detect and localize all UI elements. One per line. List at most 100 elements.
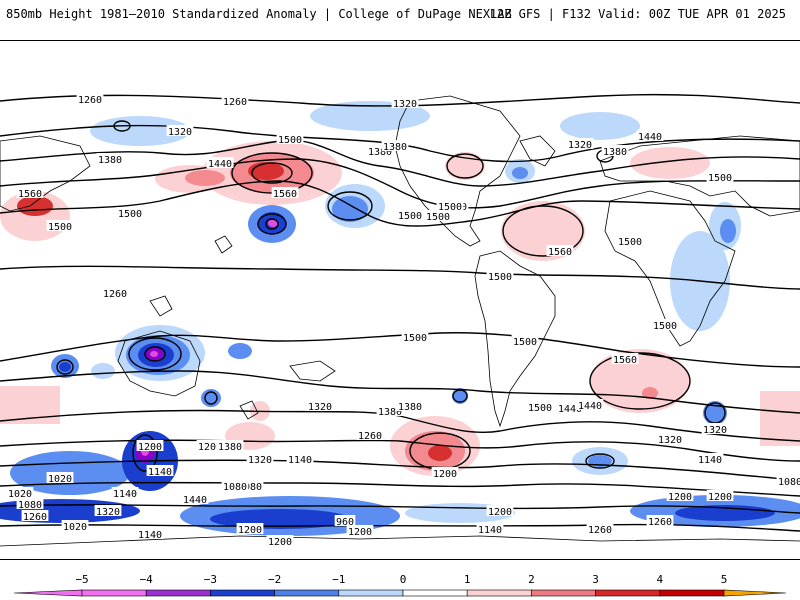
contour-label-bg <box>396 209 424 220</box>
contour-label-bg <box>706 490 734 501</box>
contour-label: 1500 <box>618 237 642 248</box>
contour-label: 1500 <box>118 209 142 220</box>
neg-anomaly-area <box>201 389 221 407</box>
contour-label-bg <box>391 97 419 108</box>
colorbar-tick-label: 5 <box>721 573 728 586</box>
contour-label-bg <box>276 133 304 144</box>
contour-label-bg <box>16 498 44 509</box>
contour-label-bg <box>376 405 404 416</box>
contour-label-bg <box>46 220 74 231</box>
contour-label-bg <box>701 423 729 434</box>
contour-label-bg <box>396 400 424 411</box>
colorbar-cell <box>13 589 83 597</box>
contour-label-bg <box>651 319 679 330</box>
contour-label-bg <box>706 171 734 182</box>
contour-label: 1320 <box>96 507 120 518</box>
neg-anomaly-area <box>588 455 612 467</box>
colorbar-cell <box>466 589 532 597</box>
contour-label-bg <box>776 475 800 486</box>
neg-anomaly-area <box>560 112 640 140</box>
contour-label-bg <box>116 207 144 218</box>
contour-label-bg <box>356 429 384 440</box>
contour-label: 1320 <box>308 402 332 413</box>
contour-label: 1320 <box>393 99 417 110</box>
contour-label-bg <box>366 145 394 156</box>
contour-label: 1020 <box>63 522 87 533</box>
contour-label: 1380 <box>368 147 392 158</box>
anomaly-map: 1260 1260 1320 1380 1320 1380 1440 1500 1560 1500… <box>0 93 800 548</box>
contour-label-bg <box>601 145 629 156</box>
contour-label: 1260 <box>103 289 127 300</box>
neg-anomaly-core <box>150 351 158 357</box>
contour-label-bg <box>346 525 374 536</box>
contour-label: 1260 <box>78 95 102 106</box>
contour-label-bg <box>546 245 574 256</box>
contour-label-bg <box>486 270 514 281</box>
contour-label-bg <box>424 210 452 221</box>
contour-label: 1500 <box>398 211 422 222</box>
contour-label: 1500 <box>438 202 462 213</box>
contour-label: 1020 <box>48 474 72 485</box>
contour-label: 1200 <box>138 442 162 453</box>
colorbar-tick-label: −5 <box>75 573 88 586</box>
contour-label: 960 <box>336 517 354 528</box>
contour-label-bg <box>21 510 49 521</box>
pos-anomaly-core <box>428 445 452 461</box>
contour-label: 1260 <box>648 517 672 528</box>
contour-label: 1200 <box>238 525 262 536</box>
contour-label-bg <box>46 472 74 483</box>
contour-label-bg <box>381 140 409 151</box>
contour-label: 1560 <box>548 247 572 258</box>
contour-label: 1500 <box>513 337 537 348</box>
contour-label: 1380 <box>98 155 122 166</box>
contour-label: 1320 <box>658 435 682 446</box>
contour-label-bg <box>306 400 334 411</box>
contour-label: 1200 <box>668 492 692 503</box>
colorbar-cell <box>274 589 340 597</box>
contour-label-bg <box>266 535 294 546</box>
contour-label-bg <box>111 487 139 498</box>
contour-label: 1440 <box>578 401 602 412</box>
map-title: 850mb Height 1981–2010 Standardized Anom… <box>6 7 512 21</box>
contour-label: 1320 <box>703 425 727 436</box>
contour-label-bg <box>646 515 674 526</box>
contour-label-bg <box>334 515 356 526</box>
contour-label: 1080 <box>778 477 800 488</box>
contour-label: 1440 <box>558 404 582 415</box>
contour-labels: 1260 1260 1320 1380 1320 1380 1440 1500 1560 1500… <box>6 93 800 548</box>
contour-label: 1500 <box>48 222 72 233</box>
neg-anomaly-area <box>228 343 252 359</box>
pos-anomaly-area <box>630 147 710 179</box>
colorbar-cell <box>210 589 275 597</box>
contour-label-bg <box>136 528 164 539</box>
pos-anomaly-area <box>185 170 225 186</box>
contour-label: 1500 <box>426 212 450 223</box>
contour-label-bg <box>401 331 429 342</box>
contour-label: 1080 <box>223 482 247 493</box>
colorbar-tick-label: 1 <box>464 573 471 586</box>
pos-anomaly-area <box>760 391 800 446</box>
contour-label-bg <box>566 138 594 149</box>
contour-label: 1200 <box>433 469 457 480</box>
contour-label-bg <box>611 353 639 364</box>
contour-label-bg <box>94 505 122 516</box>
colorbar-tick-label: 4 <box>656 573 663 586</box>
contour-label-bg <box>511 335 539 346</box>
colorbar-tick-label: −2 <box>268 573 281 586</box>
colorbar-cell <box>723 589 787 597</box>
contour-label: 1140 <box>148 467 172 478</box>
neg-anomaly-area <box>512 167 528 179</box>
contour-label-bg <box>181 493 209 504</box>
contour-label-bg <box>656 433 684 444</box>
contour-label: 1440 <box>208 159 232 170</box>
contour-label: 1200 <box>268 537 292 548</box>
contour-label: 1200 <box>488 507 512 518</box>
contour-label: 1020 <box>8 489 32 500</box>
colorbar-cell <box>659 589 725 597</box>
contour-label: 1080 <box>18 500 42 511</box>
contour-label: 1500 <box>278 135 302 146</box>
contour-label: 1560 <box>273 189 297 200</box>
contour-label-bg <box>236 523 264 534</box>
contour-label-bg <box>556 402 584 413</box>
colorbar-cell <box>145 589 211 597</box>
